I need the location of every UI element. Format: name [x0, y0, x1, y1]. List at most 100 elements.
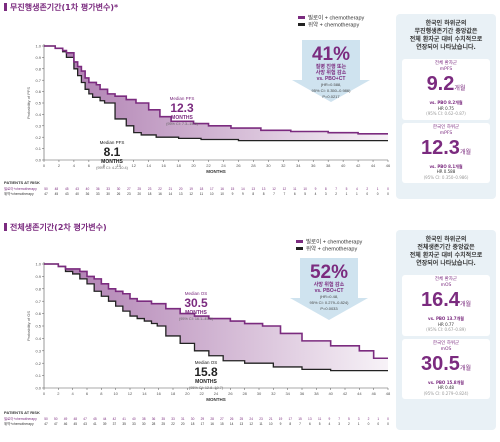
at-risk-value-control: 1: [346, 192, 348, 196]
at-risk-value-control: 3: [338, 422, 340, 426]
at-risk-value-treatment: 42: [113, 417, 117, 421]
at-risk-value-treatment: 23: [148, 187, 152, 191]
at-risk-value-control: 15: [220, 422, 224, 426]
y-tick-label: 0.7: [35, 299, 41, 304]
y-tick-label: 0.9: [35, 55, 41, 60]
x-tick-label: 42: [343, 391, 348, 396]
legend-label-control: 위약 + chemotherapy: [308, 21, 359, 29]
pfs-section-title-text: 무진행생존기간(1차 평가변수)*: [10, 3, 119, 12]
at-risk-value-control: 25: [161, 422, 165, 426]
at-risk-value-treatment: 19: [189, 187, 193, 191]
at-risk-value-control: 16: [210, 422, 214, 426]
x-tick-label: 4: [73, 163, 76, 168]
risk-reduction-percent: 41%: [312, 44, 350, 65]
at-risk-value-control: 5: [304, 192, 306, 196]
y-axis-label: Probability of OS: [26, 311, 31, 341]
x-tick-label: 38: [326, 163, 331, 168]
at-risk-value-treatment: 45: [93, 417, 97, 421]
risk-reduction-line: (HR=0.588,: [321, 82, 342, 87]
at-risk-value-control: 11: [200, 192, 204, 196]
y-axis-label: Probability of PFS: [26, 87, 31, 119]
at-risk-value-control: 13: [179, 192, 183, 196]
pfs-intro-line: 전체 환자군 대비 수치적으로: [409, 36, 483, 43]
at-risk-value-treatment: 22: [158, 187, 162, 191]
card-subtitle: mPFS: [439, 130, 453, 136]
at-risk-value-treatment: 20: [179, 187, 183, 191]
legend-label-treatment: 빌로이 + chemotherapy: [306, 238, 363, 246]
card-ci: (95% CI: 0.279–0.824): [423, 390, 469, 396]
risk-reduction-line: P=0.0217: [322, 94, 340, 99]
at-risk-value-treatment: 11: [318, 417, 322, 421]
risk-reduction-percent: 52%: [310, 262, 348, 283]
at-risk-value-control: 9: [280, 422, 282, 426]
legend-swatch-control: [298, 23, 305, 26]
at-risk-value-treatment: 4: [356, 187, 358, 191]
card-hr: HR 0.588: [436, 169, 456, 174]
median-b-label: Median OS: [195, 360, 218, 365]
at-risk-value-treatment: 10: [303, 187, 307, 191]
y-tick-label: 0.1: [35, 373, 41, 378]
at-risk-value-control: 26: [117, 192, 121, 196]
x-tick-label: 28: [242, 391, 247, 396]
series-line-control: [44, 263, 388, 372]
at-risk-value-treatment: 50: [44, 187, 48, 191]
at-risk-value-control: 18: [148, 192, 152, 196]
x-tick-label: 18: [176, 163, 181, 168]
x-tick-label: 2: [57, 391, 60, 396]
at-risk-value-control: 7: [283, 192, 285, 196]
risk-reduction-line: 질병 진행 또는: [316, 63, 347, 70]
x-tick-label: 10: [113, 391, 118, 396]
legend-swatch-treatment: [298, 16, 305, 19]
x-tick-label: 20: [185, 391, 190, 396]
at-risk-value-control: 8: [289, 422, 291, 426]
at-risk-value-treatment: 1: [377, 187, 379, 191]
at-risk-value-control: 41: [93, 422, 97, 426]
at-risk-value-control: 46: [64, 422, 68, 426]
pfs-intro-line: 한국인 하위군의: [425, 20, 467, 27]
y-tick-label: 0.4: [35, 336, 41, 341]
at-risk-value-treatment: 9: [315, 187, 317, 191]
card-subtitle: mOS: [440, 346, 452, 352]
median-a-value: 30.5: [184, 296, 208, 310]
at-risk-value-treatment: 24: [249, 417, 253, 421]
risk-reduction-line: 95% CI: 0.279–0.824): [310, 300, 350, 305]
at-risk-value-control: 20: [181, 422, 185, 426]
at-risk-value-treatment: 21: [269, 417, 273, 421]
median-b-unit: MONTHS: [195, 379, 217, 385]
x-tick-label: 40: [328, 391, 333, 396]
at-risk-value-control: 0: [368, 422, 370, 426]
os-intro-line: 연장되어 나타났습니다.: [416, 260, 476, 267]
risk-reduction-line: 사망 위험 감소: [316, 69, 347, 76]
x-tick-label: 12: [128, 391, 133, 396]
x-tick-label: 6: [88, 163, 91, 168]
at-risk-value-treatment: 25: [137, 187, 141, 191]
x-tick-label: 20: [191, 163, 196, 168]
median-b-label: Median PFS: [100, 140, 125, 145]
at-risk-value-treatment: 47: [83, 417, 87, 421]
at-risk-row-label-treatment: 빌로이+chemotherapy: [4, 186, 37, 191]
at-risk-value-control: 43: [83, 422, 87, 426]
risk-reduction-arrow: [292, 40, 370, 102]
at-risk-value-control: 47: [44, 422, 48, 426]
at-risk-value-control: 1: [358, 422, 360, 426]
median-a-unit: MONTHS: [185, 310, 207, 316]
at-risk-value-treatment: 3: [358, 417, 360, 421]
median-a-unit: MONTHS: [171, 115, 193, 121]
at-risk-value-control: 37: [113, 422, 117, 426]
card-value-number: 16.4: [421, 289, 460, 311]
pfs-side-intro: 한국인 하위군의 무진행생존기간 중앙값은 전체 환자군 대비 수치적으로 연장…: [396, 14, 496, 56]
at-risk-value-treatment: 5: [348, 417, 350, 421]
at-risk-value-control: 2: [348, 422, 350, 426]
card-value: 30.5개월: [404, 353, 488, 380]
at-risk-value-treatment: 1: [377, 417, 379, 421]
median-a-ci: (95% CI: 16.1–45.3): [179, 317, 214, 321]
at-risk-value-treatment: 49: [64, 417, 68, 421]
y-tick-label: 0.5: [35, 101, 41, 106]
at-risk-value-treatment: 12: [283, 187, 287, 191]
card-hr: HR 0.48: [438, 385, 454, 390]
x-tick-label: 36: [311, 163, 316, 168]
card-value: 12.3개월: [404, 137, 488, 164]
y-tick-label: 0.6: [35, 89, 41, 94]
at-risk-value-control: 16: [158, 192, 162, 196]
at-risk-value-treatment: 2: [366, 187, 368, 191]
